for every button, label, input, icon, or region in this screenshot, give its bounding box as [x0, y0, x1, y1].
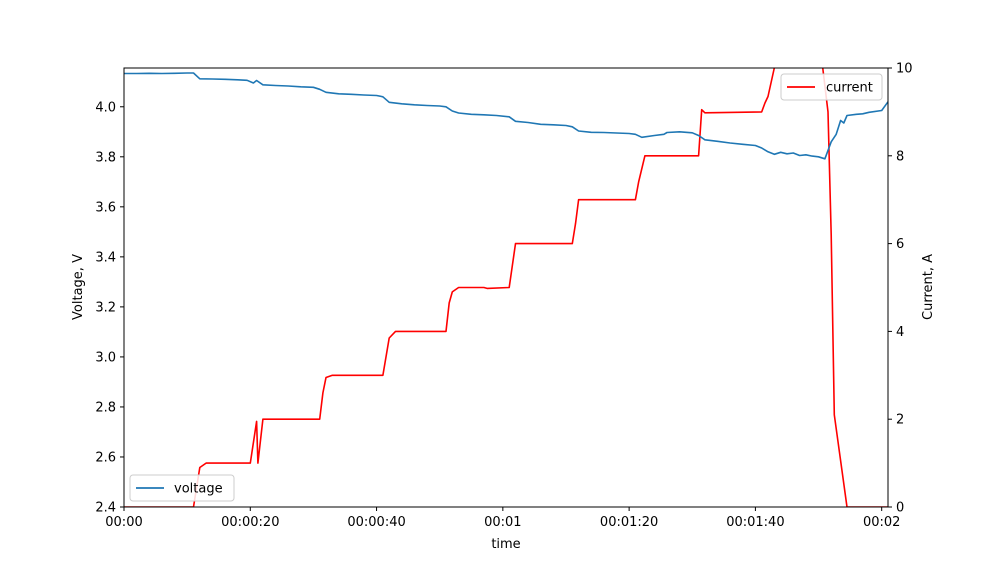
current-line	[124, 68, 888, 507]
y-axis-right: 0 2 4 6 8 10	[888, 62, 913, 516]
legend-voltage-label: voltage	[174, 482, 223, 497]
legend-current: current	[780, 73, 883, 101]
x-tick-label: 00:00:40	[347, 515, 405, 530]
x-tick-label: 00:01	[484, 515, 521, 530]
legend-voltage: voltage	[129, 474, 235, 502]
plot-frame	[123, 67, 889, 508]
y-axis-left: 2.4 2.6 2.8 3.0 3.2 3.4 3.6 3.8 4.0	[95, 100, 124, 516]
x-tick-label: 00:01:20	[600, 515, 658, 530]
y-left-tick-label: 3.4	[95, 250, 116, 265]
y-right-tick-label: 6	[896, 237, 904, 252]
y-right-tick-label: 4	[896, 325, 904, 340]
y-right-tick-label: 10	[896, 62, 913, 77]
y-left-tick-label: 4.0	[95, 100, 116, 115]
x-tick-label: 00:01:40	[726, 515, 784, 530]
legend-current-label: current	[826, 81, 873, 96]
voltage-line	[124, 72, 888, 160]
series-layer	[124, 68, 888, 507]
y-right-tick-label: 8	[896, 149, 904, 164]
y-left-tick-label: 3.0	[95, 350, 116, 365]
y-left-tick-label: 2.6	[95, 450, 116, 465]
y-left-tick-label: 3.2	[95, 300, 116, 315]
y-axis-right-label: Current, A	[921, 254, 936, 320]
x-tick-label: 00:00	[105, 515, 142, 530]
x-axis: 00:00 00:00:20 00:00:40 00:01 00:01:20 00:01:…	[105, 507, 900, 530]
y-axis-left-label: Voltage, V	[71, 254, 86, 320]
y-left-tick-label: 3.8	[95, 150, 116, 165]
y-left-tick-label: 2.4	[95, 501, 116, 516]
x-axis-label: time	[491, 537, 520, 552]
x-tick-label: 00:00:20	[221, 515, 279, 530]
y-right-tick-label: 2	[896, 413, 904, 428]
y-left-tick-label: 3.6	[95, 200, 116, 215]
y-left-tick-label: 2.8	[95, 400, 116, 415]
y-right-tick-label: 0	[896, 501, 904, 516]
x-tick-label: 00:02	[863, 515, 900, 530]
